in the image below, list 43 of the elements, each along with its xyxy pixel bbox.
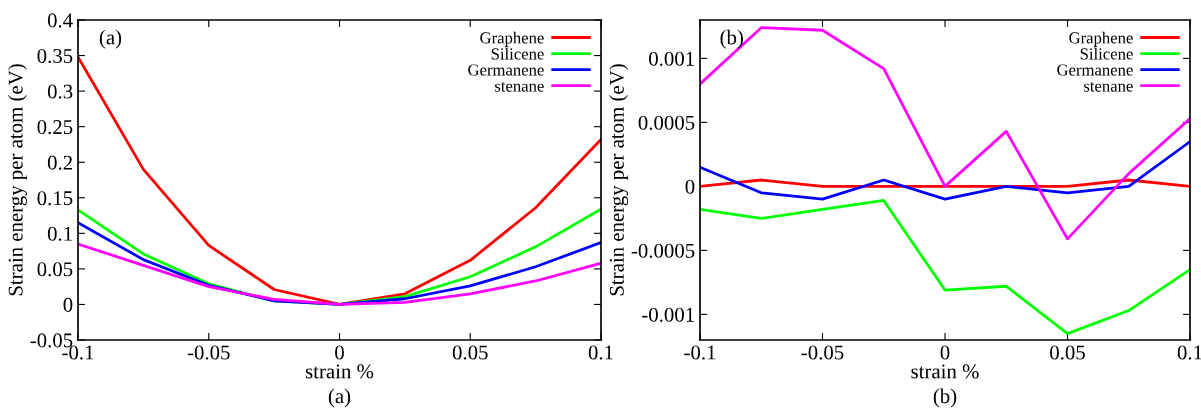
x-axis-title: strain %	[911, 364, 979, 379]
x-tick-label: -0.05	[187, 345, 230, 360]
line-series	[700, 26, 1190, 241]
y-axis-title: Strain energy per atom (eV)	[8, 64, 27, 296]
legend-label: stenane	[495, 82, 544, 92]
x-tick-label: 0	[940, 345, 950, 360]
legend-label: Germanene	[1057, 64, 1133, 76]
y-tick-label: 0.05	[37, 262, 73, 277]
y-tick-label: 0.15	[37, 191, 73, 206]
legend-label: stenane	[1084, 82, 1133, 92]
x-tick-label: -0.1	[684, 345, 716, 360]
legend-label: Silicene	[1080, 47, 1133, 60]
y-tick-label: 0.1	[47, 226, 72, 241]
line-series	[78, 242, 601, 306]
y-tick-label: 0.2	[47, 155, 72, 170]
annotation: (b)	[720, 29, 743, 49]
x-tick-label: 0.1	[588, 345, 613, 360]
y-tick-label: 0.001	[649, 51, 694, 66]
y-tick-label: 0.35	[37, 48, 73, 64]
x-tick-label: 0	[335, 345, 344, 360]
y-tick-label: -0.001	[642, 307, 694, 322]
line-series	[700, 140, 1190, 201]
y-tick-label: 0.3	[47, 84, 73, 99]
x-tick-label: -0.05	[801, 345, 844, 360]
y-tick-label: 0.25	[37, 120, 73, 135]
y-tick-label: 0	[63, 297, 73, 312]
y-tick-label: 0.0005	[638, 115, 695, 130]
text: (a)	[328, 388, 351, 408]
legend-label: Graphene	[1069, 31, 1133, 47]
x-tick-label: 0.05	[1050, 345, 1085, 360]
legend-label: Graphene	[480, 31, 544, 47]
x-axis-title: strain %	[305, 364, 374, 379]
legend-label: Germanene	[468, 64, 544, 76]
y-tick-label: 0	[685, 179, 695, 194]
legend-label: Silicene	[491, 47, 544, 60]
annotation: (a)	[99, 29, 122, 49]
x-tick-label: 0.05	[452, 345, 488, 360]
x-tick-label: 0.1	[1177, 345, 1201, 360]
y-axis-title: Strain energy per atom (eV)	[609, 64, 629, 296]
y-tick-label: 0.4	[47, 13, 73, 28]
text: (b)	[933, 388, 957, 408]
y-tick-label: -0.0005	[631, 243, 695, 258]
line-series	[700, 199, 1190, 335]
